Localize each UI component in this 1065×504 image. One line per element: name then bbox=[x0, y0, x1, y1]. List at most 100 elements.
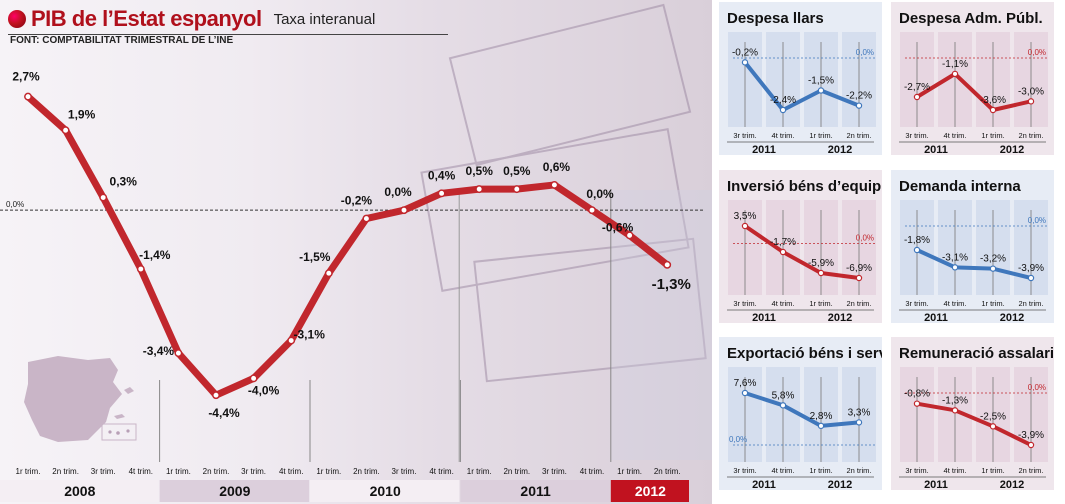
data-point bbox=[512, 185, 521, 194]
x-tick-label: 2n trim. bbox=[353, 467, 380, 476]
mini-chart-title: Remuneració assalariats bbox=[899, 345, 1054, 362]
mini-data-point bbox=[741, 222, 749, 230]
mini-data-label: -2,7% bbox=[904, 82, 930, 93]
mini-series-line bbox=[743, 391, 861, 428]
data-point bbox=[550, 180, 559, 189]
mini-data-label: 5,8% bbox=[772, 390, 795, 401]
mini-tick-label: 4t trim. bbox=[772, 131, 795, 140]
data-label: 1,9% bbox=[68, 107, 96, 121]
mini-data-label: -3,9% bbox=[1018, 263, 1044, 274]
mini-chart-svg: Inversió béns d’equip 0,0% 3,5% -1,7% -5,9% -… bbox=[719, 170, 882, 323]
data-point bbox=[212, 391, 220, 400]
mini-tick-label: 2n trim. bbox=[846, 299, 871, 308]
mini-data-label: -3,2% bbox=[980, 254, 1006, 265]
mini-data-point bbox=[913, 246, 921, 254]
data-point bbox=[99, 193, 108, 202]
mini-tick-label: 2n trim. bbox=[846, 466, 871, 475]
mini-chart-svg: Exportació béns i serveis 0,0% 7,6% 5,8% 2,8… bbox=[719, 337, 882, 490]
mini-data-point bbox=[855, 274, 863, 282]
mini-chart-title: Demanda interna bbox=[899, 178, 1021, 195]
mini-data-label: -3,1% bbox=[942, 252, 968, 263]
mini-data-point bbox=[951, 70, 959, 78]
year-band bbox=[310, 480, 460, 502]
reference-label: 0,0% bbox=[856, 48, 874, 57]
series-line bbox=[24, 93, 671, 399]
mini-data-point bbox=[741, 59, 749, 66]
data-point bbox=[61, 126, 70, 135]
mini-data-point bbox=[817, 269, 825, 277]
x-tick-label: 2n trim. bbox=[654, 467, 681, 476]
mini-tick-label: 4t trim. bbox=[772, 466, 795, 475]
mini-data-point bbox=[1027, 98, 1035, 105]
mini-tick-label: 3r trim. bbox=[733, 131, 756, 140]
mini-data-label: -0,8% bbox=[904, 389, 930, 400]
data-point bbox=[362, 214, 371, 223]
mini-data-point bbox=[817, 422, 825, 430]
data-point bbox=[136, 265, 145, 273]
mini-year-label: 2011 bbox=[924, 312, 948, 323]
x-tick-label: 1r trim. bbox=[166, 467, 191, 476]
mini-data-label: -1,8% bbox=[904, 235, 930, 246]
panel-bg bbox=[891, 170, 1054, 323]
mini-data-point bbox=[989, 106, 997, 114]
data-label: 0,4% bbox=[428, 168, 456, 182]
mini-data-label: -2,4% bbox=[770, 95, 796, 106]
mini-chart-despesa-adm-publ: Despesa Adm. Públ. 0,0% -2,7% -1,1% -3,6% -3,… bbox=[891, 2, 1054, 155]
mini-tick-label: 4t trim. bbox=[944, 299, 967, 308]
reference-label: 0,0% bbox=[856, 234, 874, 243]
x-tick-label: 4t trim. bbox=[580, 467, 604, 476]
data-point bbox=[174, 349, 183, 358]
x-tick-label: 3r trim. bbox=[91, 467, 116, 476]
x-tick-label: 4t trim. bbox=[129, 467, 153, 476]
mini-year-label: 2012 bbox=[1000, 312, 1024, 323]
mini-tick-label: 1r trim. bbox=[981, 466, 1004, 475]
x-tick-label: 2n trim. bbox=[52, 467, 79, 476]
mini-tick-label: 1r trim. bbox=[809, 299, 832, 308]
mini-chart-title: Despesa llars bbox=[727, 10, 824, 27]
year-band bbox=[610, 480, 689, 502]
year-label: 2011 bbox=[520, 483, 551, 499]
reference-label: 0,0% bbox=[1028, 383, 1046, 392]
mini-data-label: -3,6% bbox=[980, 95, 1006, 106]
reference-label: 0,0% bbox=[1028, 216, 1046, 225]
x-tick-label: 3r trim. bbox=[241, 467, 266, 476]
mini-data-point bbox=[817, 87, 825, 94]
mini-year-label: 2011 bbox=[924, 479, 948, 490]
mini-series-line bbox=[915, 248, 1033, 280]
mini-chart-exportacio-bens-serveis: Exportació béns i serveis 0,0% 7,6% 5,8% 2,8… bbox=[719, 337, 882, 490]
mini-data-label: -5,9% bbox=[808, 258, 834, 269]
mini-data-label: 3,5% bbox=[734, 211, 757, 222]
mini-data-point bbox=[855, 102, 863, 109]
year-label: 2010 bbox=[370, 483, 401, 499]
x-tick-label: 2n trim. bbox=[503, 467, 530, 476]
x-tick-label: 4t trim. bbox=[429, 467, 453, 476]
year-label: 2012 bbox=[635, 483, 666, 499]
data-point bbox=[663, 260, 672, 269]
mini-chart-despesa-llars: Despesa llars 0,0% -0,2% -2,4% -1,5% -2,2% 3r … bbox=[719, 2, 882, 155]
mini-tick-label: 2n trim. bbox=[846, 131, 871, 140]
mini-tick-label: 3r trim. bbox=[733, 299, 756, 308]
reference-label: 0,0% bbox=[1028, 48, 1046, 57]
mini-data-label: -3,0% bbox=[1018, 86, 1044, 97]
source-note: FONT: COMPTABILITAT TRIMESTRAL DE L’INE bbox=[10, 35, 234, 46]
mini-chart-svg: Despesa Adm. Públ. 0,0% -2,7% -1,1% -3,6% -3,… bbox=[891, 2, 1054, 155]
mini-tick-label: 3r trim. bbox=[733, 466, 756, 475]
mini-chart-title: Inversió béns d’equip bbox=[727, 178, 881, 195]
data-label: -4,0% bbox=[248, 383, 280, 397]
mini-series-line bbox=[915, 71, 1033, 112]
mini-year-label: 2012 bbox=[828, 312, 852, 323]
data-label: 0,5% bbox=[503, 164, 531, 178]
title-block: PIB de l’Estat espanyol Taxa interanual … bbox=[8, 6, 448, 46]
mini-year-label: 2011 bbox=[752, 479, 776, 490]
main-chart-area: PIB de l’Estat espanyol Taxa interanual … bbox=[0, 0, 712, 504]
data-point bbox=[249, 374, 258, 383]
data-point bbox=[625, 231, 634, 240]
data-label: 0,3% bbox=[110, 175, 138, 189]
mini-data-point bbox=[951, 407, 959, 414]
zero-line-label: 0,0% bbox=[6, 200, 24, 209]
mini-tick-label: 3r trim. bbox=[905, 299, 928, 308]
mini-data-point bbox=[779, 248, 787, 256]
mini-data-point bbox=[779, 106, 787, 114]
mini-data-label: -1,5% bbox=[808, 76, 834, 87]
x-tick-label: 2n trim. bbox=[203, 467, 230, 476]
